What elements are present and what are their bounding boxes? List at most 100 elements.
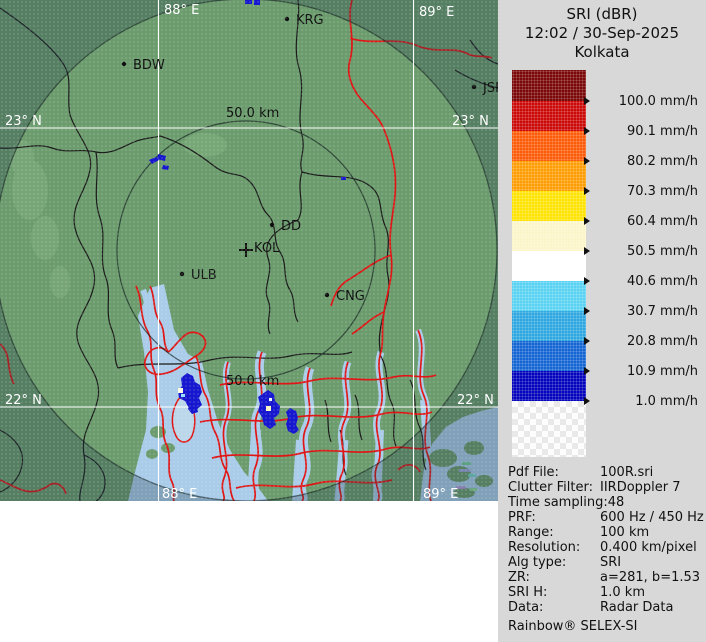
legend-row: 60.4 mm/h xyxy=(584,213,698,229)
colorbar-block xyxy=(512,281,586,311)
lat-label-left-23: 23° N xyxy=(5,114,42,129)
metadata-label: PRF: xyxy=(508,510,536,525)
legend-colorbar xyxy=(512,70,586,457)
legend-arrow-icon xyxy=(584,307,590,315)
legend-row: 20.8 mm/h xyxy=(584,333,698,349)
legend-arrow-icon xyxy=(584,397,590,405)
metadata-row: Resolution: 0.400 km/pixel xyxy=(508,540,704,555)
city-label-kol: KOL xyxy=(254,241,280,256)
legend-row: 50.5 mm/h xyxy=(584,243,698,259)
metadata-label: SRI H: xyxy=(508,585,548,600)
scan-datetime: 12:02 / 30-Sep-2025 xyxy=(524,24,680,42)
metadata-label: Clutter Filter: xyxy=(508,480,593,495)
city-dot-ulb xyxy=(179,271,185,277)
legend-arrow-icon xyxy=(584,157,590,165)
lat-label-right-23: 23° N xyxy=(452,114,489,129)
metadata-value: 100R.sri xyxy=(600,465,654,480)
legend-arrow-icon xyxy=(584,187,590,195)
legend-row: 40.6 mm/h xyxy=(584,273,698,289)
info-panel: SRI (dBR) 12:02 / 30-Sep-2025 Kolkata 10… xyxy=(498,0,706,642)
colorbar-block xyxy=(512,101,586,131)
range-ring-50km xyxy=(116,120,376,380)
metadata-value: 100 km xyxy=(600,525,650,540)
colorbar-block xyxy=(512,221,586,251)
metadata-block: Pdf File: 100R.sri Clutter Filter: IIRDopp… xyxy=(508,465,704,615)
metadata-value: 48 xyxy=(607,495,625,510)
city-dot-jsr xyxy=(471,84,477,90)
legend-value: 100.0 mm/h xyxy=(618,93,698,109)
city-dot-krg xyxy=(284,16,290,22)
graticule-lines xyxy=(0,0,498,501)
product-title: SRI (dBR) xyxy=(566,5,638,23)
metadata-row: PRF: 600 Hz / 450 Hz xyxy=(508,510,704,525)
legend-arrow-icon xyxy=(584,367,590,375)
legend-arrow-icon xyxy=(584,337,590,345)
metadata-label: Alg type: xyxy=(508,555,567,570)
lon-label-top-right: 89° E xyxy=(419,5,454,20)
legend-row: 90.1 mm/h xyxy=(584,123,698,139)
weak-echo-specks xyxy=(456,462,477,491)
metadata-label: Time sampling: xyxy=(508,495,608,510)
panel-header: SRI (dBR) 12:02 / 30-Sep-2025 Kolkata xyxy=(498,5,706,62)
colorbar-transparent-block xyxy=(512,401,586,457)
metadata-row: Time sampling: 48 xyxy=(508,495,704,510)
range-ring-100km xyxy=(0,0,498,501)
metadata-value: 0.400 km/pixel xyxy=(600,540,697,555)
legend-value: 30.7 mm/h xyxy=(626,303,698,319)
metadata-label: Range: xyxy=(508,525,554,540)
range-ring-label-top: 50.0 km xyxy=(226,106,279,121)
islands xyxy=(146,426,493,498)
metadata-row: ZR: a=281, b=1.53 xyxy=(508,570,704,585)
city-dot-dd xyxy=(269,222,275,228)
station-name: Kolkata xyxy=(574,43,630,61)
metadata-value: Radar Data xyxy=(600,600,674,615)
lat-label-left-22: 22° N xyxy=(5,393,42,408)
legend-value: 40.6 mm/h xyxy=(626,273,698,289)
legend-row: 30.7 mm/h xyxy=(584,303,698,319)
city-label-dd: DD xyxy=(281,219,301,234)
colorbar-block xyxy=(512,251,586,281)
metadata-value: a=281, b=1.53 xyxy=(600,570,701,585)
colorbar-block xyxy=(512,341,586,371)
software-brand: Rainbow® SELEX-SI xyxy=(508,619,638,634)
legend-value: 20.8 mm/h xyxy=(626,333,698,349)
metadata-label: Pdf File: xyxy=(508,465,559,480)
rivers xyxy=(0,0,493,501)
field-patches xyxy=(10,133,227,298)
legend-row: 1.0 mm/h xyxy=(584,393,698,409)
lon-label-bottom-left: 88° E xyxy=(162,487,197,501)
legend-arrow-icon xyxy=(584,97,590,105)
legend-value: 70.3 mm/h xyxy=(626,183,698,199)
legend-arrow-icon xyxy=(584,217,590,225)
legend-value: 90.1 mm/h xyxy=(626,123,698,139)
range-ring-label-bottom: 50.0 km xyxy=(226,374,279,389)
metadata-row: Pdf File: 100R.sri xyxy=(508,465,704,480)
out-of-range-shade xyxy=(0,0,498,501)
lat-label-right-22: 22° N xyxy=(457,393,494,408)
metadata-row: Range: 100 km xyxy=(508,525,704,540)
legend-arrow-icon xyxy=(584,277,590,285)
metadata-row: Clutter Filter: IIRDoppler 7 xyxy=(508,480,704,495)
city-label-bdw: BDW xyxy=(133,58,165,73)
lon-label-bottom-right: 89° E xyxy=(423,487,458,501)
metadata-value: SRI xyxy=(600,555,622,570)
lon-label-top-left: 88° E xyxy=(164,3,199,18)
colorbar-block xyxy=(512,70,586,101)
radar-map-canvas[interactable]: 88° E 89° E 23° N 23° N 22° N 22° N 88° … xyxy=(0,0,498,501)
metadata-row: Data: Radar Data xyxy=(508,600,704,615)
legend-value: 10.9 mm/h xyxy=(626,363,698,379)
legend-value: 80.2 mm/h xyxy=(626,153,698,169)
legend-value: 1.0 mm/h xyxy=(635,393,698,409)
legend-row: 70.3 mm/h xyxy=(584,183,698,199)
colorbar-block xyxy=(512,311,586,341)
colorbar-block xyxy=(512,131,586,161)
city-label-krg: KRG xyxy=(296,13,324,28)
metadata-label: ZR: xyxy=(508,570,530,585)
city-dot-bdw xyxy=(121,61,127,67)
legend-row: 80.2 mm/h xyxy=(584,153,698,169)
radar-site-cross-icon xyxy=(239,243,253,257)
legend-value: 60.4 mm/h xyxy=(626,213,698,229)
legend-value: 50.5 mm/h xyxy=(626,243,698,259)
city-label-jsr: JSR xyxy=(482,81,498,96)
map-graphics: 88° E 89° E 23° N 23° N 22° N 22° N 88° … xyxy=(0,0,498,501)
